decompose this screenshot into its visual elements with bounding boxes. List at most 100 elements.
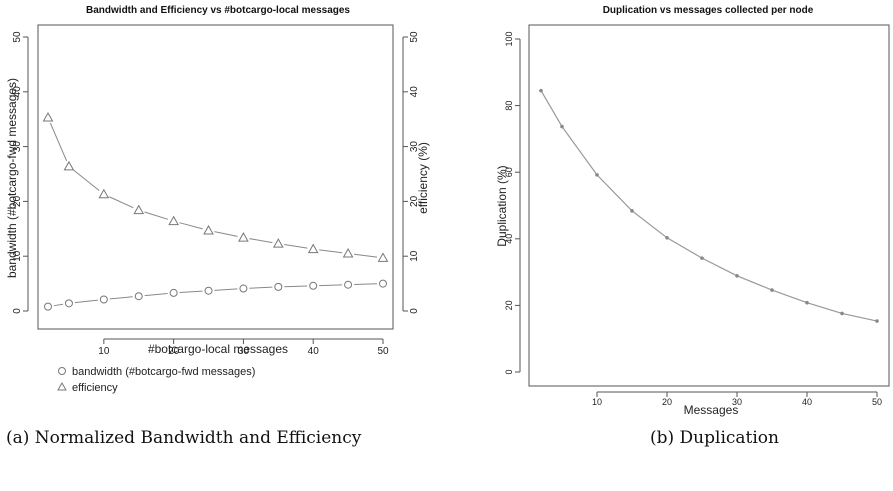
legend-triangle-marker: [57, 381, 67, 391]
efficiency-point: [168, 215, 179, 226]
efficiency-line-segment: [179, 222, 203, 230]
x-tick-label: 20: [662, 397, 672, 407]
caption-a: (a) Normalized Bandwidth and Efficiency: [6, 428, 362, 448]
y-axis: 0 20 40 60 80 100: [504, 31, 521, 375]
y-tick-label: 20: [12, 195, 23, 207]
y-tick-label: 50: [12, 31, 23, 43]
y-tick-label: 40: [12, 86, 23, 98]
x-tick-label: 40: [308, 346, 320, 357]
caption-b: (b) Duplication: [650, 428, 779, 448]
efficiency-line-segment: [353, 253, 378, 258]
x-tick-label: 10: [98, 346, 110, 357]
y2-tick-label: 30: [409, 141, 420, 153]
bandwidth-line-segment: [354, 283, 378, 286]
bandwidth-point: [99, 295, 108, 304]
plot-frame: [37, 24, 394, 330]
efficiency-point: [307, 243, 319, 254]
efficiency-point: [63, 160, 75, 171]
y2-tick-label: 20: [409, 195, 420, 207]
duplication-point: [875, 319, 879, 323]
legend-label-efficiency: efficiency: [72, 382, 118, 394]
bandwidth-point: [44, 302, 52, 311]
bandwidth-line-segment: [249, 286, 273, 289]
bandwidth-line-segment: [53, 303, 64, 307]
duplication-point: [539, 88, 543, 93]
bandwidth-point: [64, 299, 73, 308]
y2-axis-label: efficiency (%): [416, 142, 430, 214]
efficiency-line-segment: [214, 231, 238, 237]
x-tick-label: 50: [377, 346, 389, 357]
efficiency-line-segment: [49, 122, 68, 162]
x-axis: 10 20 30 40 50: [98, 338, 389, 357]
duplication-line: [540, 90, 878, 322]
duplication-point: [735, 273, 739, 278]
efficiency-point: [238, 232, 249, 242]
legend-label-bandwidth: bandwidth (#botcargo-fwd messages): [72, 366, 255, 378]
bandwidth-point: [344, 280, 353, 289]
x-tick-label: 30: [238, 346, 250, 357]
efficiency-line-segment: [144, 211, 169, 220]
duplication-chart: Duplication vs messages collected per no…: [495, 5, 890, 417]
legend-circle-marker: [58, 367, 66, 375]
bandwidth-point: [204, 286, 213, 295]
bandwidth-point: [134, 292, 143, 301]
y-tick-label: 0: [504, 369, 514, 374]
duplication-point: [560, 124, 564, 129]
bandwidth-efficiency-chart: Bandwidth and Efficiency vs #botcargo-lo…: [5, 5, 430, 394]
y-tick-label: 20: [504, 300, 514, 310]
efficiency-line-segment: [249, 238, 273, 244]
bandwidth-line-segment: [319, 284, 343, 287]
chart-title: Bandwidth and Efficiency vs #botcargo-lo…: [86, 5, 350, 16]
x-axis-label: #botcargo-local messages: [148, 342, 288, 356]
bandwidth-point: [379, 279, 387, 288]
series-group: [539, 88, 879, 323]
bandwidth-point: [309, 281, 318, 290]
x-axis: 10 20 30 40 50: [592, 391, 882, 407]
efficiency-line-segment: [319, 249, 343, 254]
x-tick-label: 10: [592, 397, 602, 407]
bandwidth-point: [169, 288, 178, 297]
y-tick-label: 40: [504, 234, 514, 244]
y-tick-label: 60: [504, 167, 514, 177]
y2-tick-label: 40: [409, 86, 420, 98]
bandwidth-line-segment: [144, 292, 168, 297]
duplication-point: [595, 173, 599, 177]
efficiency-point: [203, 224, 214, 235]
series-group: [42, 112, 389, 311]
legend: bandwidth (#botcargo-fwd messages) effic…: [57, 366, 255, 394]
efficiency-point: [133, 204, 145, 215]
y2-tick-label: 0: [409, 308, 420, 314]
bandwidth-point: [239, 284, 248, 293]
efficiency-point: [272, 238, 284, 248]
bandwidth-line-segment: [74, 299, 98, 304]
efficiency-line-segment: [73, 169, 100, 191]
y-tick-label: 100: [504, 31, 514, 46]
y-tick-label: 80: [504, 101, 514, 111]
efficiency-point: [98, 188, 110, 199]
efficiency-line-segment: [109, 196, 134, 209]
bandwidth-point: [274, 282, 283, 291]
duplication-point: [630, 209, 634, 213]
duplication-point: [700, 256, 704, 260]
x-axis-label: Messages: [684, 403, 739, 417]
duplication-point: [840, 311, 844, 316]
bandwidth-line-segment: [109, 296, 133, 300]
y2-tick-label: 50: [409, 31, 420, 43]
x-tick-label: 20: [168, 346, 180, 357]
y-axis-label: bandwidth (#botcargo-fwd messages): [5, 78, 19, 278]
left-y-axis: 0 10 20 30 40 50: [12, 31, 29, 314]
efficiency-point: [342, 247, 354, 258]
right-y-axis: 0 10 20 30 40 50: [402, 31, 420, 314]
plot-frame: [528, 24, 890, 387]
y-tick-label: 30: [12, 141, 23, 153]
efficiency-point: [42, 112, 54, 122]
bandwidth-line-segment: [284, 285, 308, 288]
efficiency-line-segment: [284, 244, 308, 249]
y-axis-label: Duplication (%): [495, 165, 509, 246]
x-tick-label: 40: [802, 397, 812, 407]
efficiency-point: [377, 252, 389, 262]
duplication-point: [805, 300, 809, 305]
y-tick-label: 0: [12, 308, 23, 314]
x-tick-label: 30: [732, 397, 742, 407]
bandwidth-line-segment: [179, 290, 203, 294]
